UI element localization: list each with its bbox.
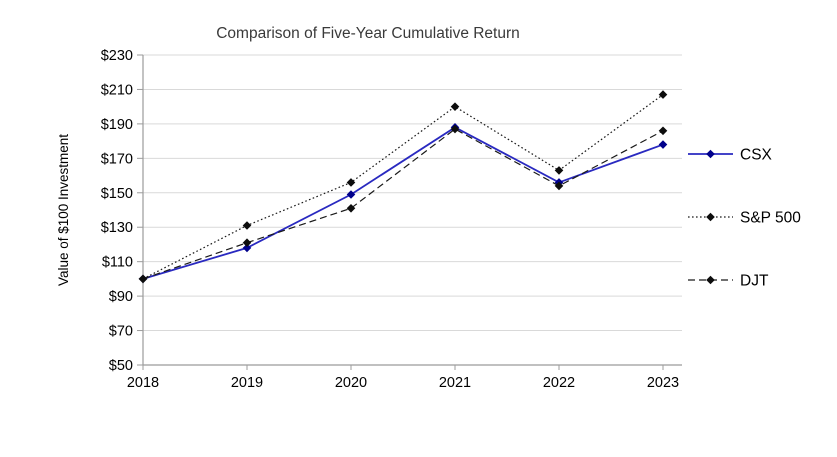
data-point-csx — [346, 190, 356, 199]
legend-label-djt: DJT — [740, 273, 769, 290]
data-point-s-p-500 — [242, 221, 252, 230]
axis-tick-labels: $50 $70 $90 $110 $130 $150 $170 $190 $210 $230 201… — [101, 48, 679, 391]
y-tick-label: $110 — [102, 255, 133, 271]
y-tick-label: $70 — [109, 324, 133, 340]
legend-marker-s-p-500 — [706, 212, 715, 222]
data-point-s-p-500 — [346, 178, 356, 187]
y-tick-label: $130 — [101, 220, 133, 236]
data-point-s-p-500 — [658, 90, 668, 99]
axes — [137, 54, 682, 370]
x-tick-label: 2022 — [543, 375, 575, 391]
series-line-csx — [142, 126, 664, 280]
data-point-s-p-500 — [554, 166, 564, 175]
legend: CSX S&P 500 DJT — [688, 147, 801, 290]
x-tick-label: 2020 — [335, 375, 367, 391]
y-tick-label: $190 — [101, 117, 133, 133]
y-tick-label: $150 — [101, 186, 133, 202]
data-point-djt — [346, 203, 356, 213]
data-series — [138, 90, 668, 284]
data-point-djt — [450, 124, 460, 134]
gridlines — [143, 54, 682, 332]
y-tick-label: $170 — [101, 151, 133, 167]
y-axis-title: Value of $100 Investment — [56, 134, 71, 286]
legend-item-s-p-500: S&P 500 — [688, 210, 801, 227]
legend-marker-djt — [706, 275, 715, 285]
data-point-djt — [138, 274, 148, 284]
y-tick-label: $50 — [109, 358, 133, 374]
series-line-djt — [142, 128, 664, 280]
legend-label-csx: CSX — [740, 147, 773, 164]
y-tick-label: $230 — [101, 48, 133, 64]
data-point-djt — [658, 126, 668, 136]
series-line-s-p-500 — [142, 94, 664, 280]
y-tick-label: $210 — [101, 82, 133, 98]
legend-item-djt: DJT — [688, 273, 769, 290]
data-point-s-p-500 — [450, 102, 460, 111]
data-point-csx — [242, 243, 252, 253]
data-point-djt — [554, 181, 564, 191]
legend-label-s-p-500: S&P 500 — [740, 210, 801, 227]
x-tick-label: 2021 — [439, 375, 471, 391]
x-tick-label: 2019 — [231, 375, 263, 391]
x-tick-label: 2023 — [647, 375, 679, 391]
legend-item-csx: CSX — [688, 147, 773, 164]
legend-marker-csx — [706, 149, 715, 159]
data-point-csx — [658, 140, 668, 149]
x-tick-label: 2018 — [127, 375, 159, 391]
data-point-djt — [242, 238, 252, 248]
chart-title: Comparison of Five-Year Cumulative Retur… — [216, 25, 520, 42]
y-tick-label: $90 — [109, 289, 133, 305]
